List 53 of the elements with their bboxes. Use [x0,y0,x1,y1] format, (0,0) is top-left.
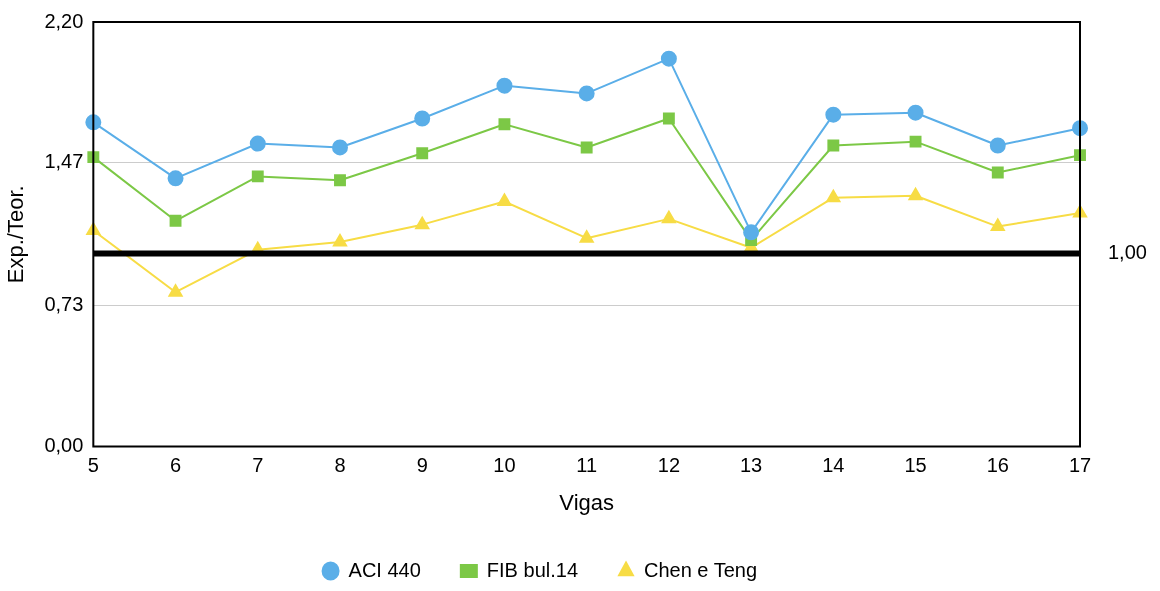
point [416,147,429,160]
legend-label: FIB bul.14 [486,558,579,581]
x-tick-label: 11 [576,454,598,477]
point [249,135,266,152]
point [169,214,182,227]
x-tick-label: 7 [252,454,264,477]
x-axis-title: Vigas [559,489,614,515]
point [991,166,1004,179]
point [743,224,760,241]
point [908,187,923,201]
x-tick-label: 17 [1068,454,1092,477]
point [907,104,924,121]
y-tick-label: 0,00 [44,434,84,457]
y-tick-label: 0,73 [44,293,84,316]
point [660,50,677,67]
legend-label: ACI 440 [348,558,421,581]
point [415,216,430,230]
x-tick-label: 16 [986,454,1009,477]
point [579,230,594,243]
y-axis-title: Exp./Teor. [3,185,29,284]
point [578,85,595,102]
x-tick-label: 8 [334,454,346,477]
point [251,170,264,183]
y-tick-label: 1,47 [44,150,84,173]
point [167,170,184,187]
point [825,106,842,123]
y-tick-label: 2,20 [44,9,84,32]
point [827,139,840,152]
point [990,218,1005,232]
x-tick-label: 13 [739,454,763,477]
x-tick-label: 10 [493,454,516,477]
legend-label: Chen e Teng [644,558,758,581]
ref-line-label: 1,00 [1108,241,1147,264]
point [662,112,675,125]
point [331,139,348,156]
x-tick-label: 14 [822,454,845,477]
point [332,234,348,247]
point [989,137,1006,154]
x-tick-label: 12 [657,454,681,477]
point [414,110,431,127]
point [168,284,183,297]
point [661,210,676,224]
point [334,174,346,187]
point [496,77,513,94]
point [497,193,512,206]
x-tick-label: 5 [87,454,99,477]
x-tick-label: 9 [416,454,428,477]
x-tick-label: 15 [904,454,927,477]
point [580,141,593,154]
x-tick-label: 6 [169,454,182,477]
point [826,189,841,203]
point [498,118,511,131]
point [909,135,922,148]
